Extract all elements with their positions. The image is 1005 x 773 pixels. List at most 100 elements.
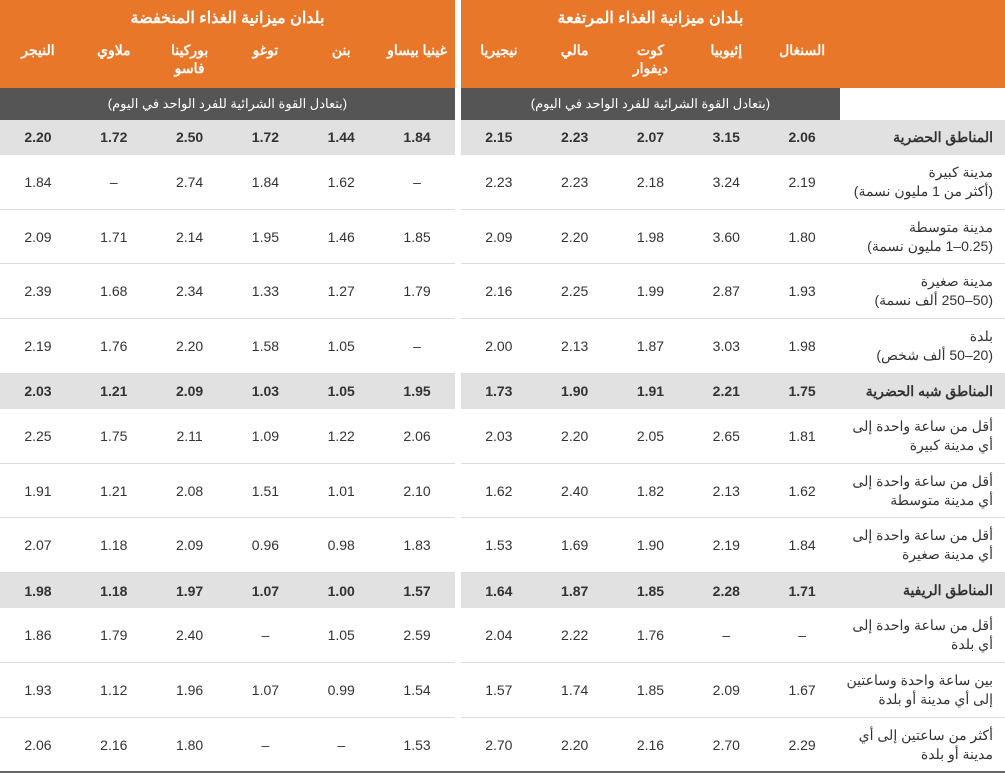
row-label: مدينة كبيرة(أكثر من 1 مليون نسمة) <box>840 155 1005 209</box>
cell-value: 2.70 <box>461 717 537 772</box>
cell-value: 3.60 <box>688 209 764 264</box>
cell-value: – <box>76 155 152 209</box>
cell-value: 2.23 <box>537 155 613 209</box>
cell-value: 2.13 <box>688 463 764 518</box>
table-row: مدينة كبيرة(أكثر من 1 مليون نسمة)2.193.2… <box>0 155 1005 209</box>
cell-value: 1.62 <box>764 463 840 518</box>
table-row: أقل من ساعة واحدة إلى أي مدينة كبيرة1.81… <box>0 409 1005 463</box>
cell-value: 1.07 <box>228 573 304 608</box>
cell-value: 1.84 <box>379 120 455 155</box>
cell-value: 2.87 <box>688 264 764 319</box>
row-label: المناطق الحضرية <box>840 120 1005 155</box>
cell-value: 2.09 <box>152 518 228 573</box>
cell-value: 2.03 <box>461 409 537 463</box>
cell-value: 1.58 <box>228 319 304 374</box>
cell-value: 1.98 <box>0 573 76 608</box>
cell-value: 1.27 <box>303 264 379 319</box>
cell-value: 2.40 <box>152 608 228 662</box>
row-label: بلدة(20–50 ألف شخص) <box>840 319 1005 374</box>
cell-value: 0.99 <box>303 662 379 717</box>
cell-value: 1.71 <box>76 209 152 264</box>
cell-value: 2.20 <box>0 120 76 155</box>
cell-value: 1.82 <box>613 463 689 518</box>
cell-value: 1.90 <box>613 518 689 573</box>
cell-value: 1.95 <box>228 209 304 264</box>
col-mali: مالي <box>537 36 613 88</box>
cell-value: 1.18 <box>76 518 152 573</box>
cell-value: 0.96 <box>228 518 304 573</box>
cell-value: 1.72 <box>76 120 152 155</box>
row-label: بين ساعة واحدة وساعتين إلى أي مدينة أو ب… <box>840 662 1005 717</box>
section-row: المناطق شبه الحضرية1.752.211.911.901.731… <box>0 374 1005 409</box>
cell-value: – <box>379 319 455 374</box>
cell-value: 2.25 <box>0 409 76 463</box>
cell-value: 1.75 <box>76 409 152 463</box>
cell-value: 2.50 <box>152 120 228 155</box>
cell-value: 1.01 <box>303 463 379 518</box>
cell-value: 1.81 <box>764 409 840 463</box>
row-label: أقل من ساعة واحدة إلى أي مدينة كبيرة <box>840 409 1005 463</box>
cell-value: 1.57 <box>379 573 455 608</box>
cell-value: 2.16 <box>461 264 537 319</box>
col-senegal: السنغال <box>764 36 840 88</box>
row-label: المناطق شبه الحضرية <box>840 374 1005 409</box>
cell-value: 1.71 <box>764 573 840 608</box>
cell-value: 1.86 <box>0 608 76 662</box>
cell-value: 2.13 <box>537 319 613 374</box>
cell-value: 2.00 <box>461 319 537 374</box>
cell-value: 2.07 <box>613 120 689 155</box>
cell-value: 1.64 <box>461 573 537 608</box>
cell-value: 1.05 <box>303 374 379 409</box>
col-benin: بنن <box>303 36 379 88</box>
cell-value: 2.09 <box>461 209 537 264</box>
cell-value: 1.85 <box>379 209 455 264</box>
cell-value: 1.91 <box>613 374 689 409</box>
cell-value: 1.80 <box>152 717 228 772</box>
cell-value: 1.03 <box>228 374 304 409</box>
cell-value: 2.06 <box>764 120 840 155</box>
cell-value: 2.20 <box>537 717 613 772</box>
table-row: بين ساعة واحدة وساعتين إلى أي مدينة أو ب… <box>0 662 1005 717</box>
cell-value: 1.69 <box>537 518 613 573</box>
col-malawi: ملاوي <box>76 36 152 88</box>
cell-value: 2.23 <box>537 120 613 155</box>
col-guinea: غينيا بيساو <box>379 36 455 88</box>
header-group-low: بلدان ميزانية الغذاء المنخفضة <box>0 0 455 36</box>
col-ethiopia: إثيوبيا <box>688 36 764 88</box>
cell-value: 2.74 <box>152 155 228 209</box>
cell-value: 1.96 <box>152 662 228 717</box>
cell-value: 2.28 <box>688 573 764 608</box>
cell-value: 1.87 <box>613 319 689 374</box>
cell-value: 2.21 <box>688 374 764 409</box>
cell-value: 2.16 <box>613 717 689 772</box>
cell-value: 2.05 <box>613 409 689 463</box>
cell-value: 2.18 <box>613 155 689 209</box>
row-label: أقل من ساعة واحدة إلى أي بلدة <box>840 608 1005 662</box>
cell-value: 1.57 <box>461 662 537 717</box>
cell-value: 1.21 <box>76 463 152 518</box>
table-row: مدينة صغيرة(50–250 ألف نسمة)1.932.871.99… <box>0 264 1005 319</box>
cell-value: – <box>688 608 764 662</box>
table-row: أقل من ساعة واحدة إلى أي مدينة متوسطة1.6… <box>0 463 1005 518</box>
header-group-high: بلدان ميزانية الغذاء المرتفعة <box>461 0 840 36</box>
cell-value: 2.07 <box>0 518 76 573</box>
cell-value: 1.99 <box>613 264 689 319</box>
cell-value: 1.85 <box>613 573 689 608</box>
cell-value: – <box>228 717 304 772</box>
cell-value: 0.98 <box>303 518 379 573</box>
row-label: المناطق الريفية <box>840 573 1005 608</box>
table-row: أقل من ساعة واحدة إلى أي بلدة––1.762.222… <box>0 608 1005 662</box>
table-header: بلدان ميزانية الغذاء المرتفعة بلدان ميزا… <box>0 0 1005 120</box>
cell-value: 1.46 <box>303 209 379 264</box>
cell-value: 2.29 <box>764 717 840 772</box>
cell-value: – <box>303 717 379 772</box>
row-label: مدينة متوسطة(0.25–1 مليون نسمة) <box>840 209 1005 264</box>
cell-value: 1.93 <box>764 264 840 319</box>
cell-value: 2.09 <box>152 374 228 409</box>
cell-value: 1.51 <box>228 463 304 518</box>
cell-value: 1.79 <box>379 264 455 319</box>
header-blank <box>840 0 1005 36</box>
cell-value: 2.59 <box>379 608 455 662</box>
cell-value: 2.16 <box>76 717 152 772</box>
cell-value: 1.84 <box>0 155 76 209</box>
